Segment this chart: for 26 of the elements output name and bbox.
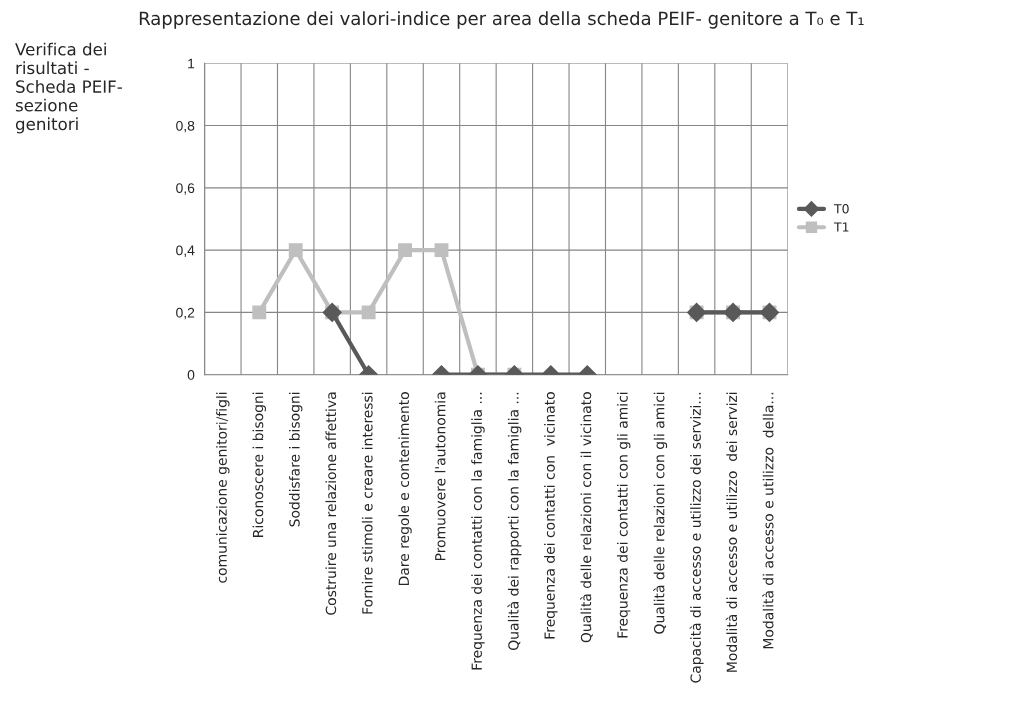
x-tick-label: Soddisfare i bisogni bbox=[288, 392, 303, 527]
x-tick-label: Modalità di accesso e utilizzo della... bbox=[762, 392, 774, 649]
legend-label: T0 bbox=[833, 203, 849, 214]
y-tick-label: 0,4 bbox=[176, 245, 195, 257]
x-tick-label: Promuovere l'autonomia bbox=[434, 392, 446, 561]
x-tick-label: Qualità delle relazioni con il vicinato bbox=[579, 392, 593, 643]
x-tick-label: Costruire una relazione affettiva bbox=[325, 392, 337, 615]
legend-label: T1 bbox=[833, 222, 849, 232]
x-tick-label: Qualità delle relazioni con gli amici bbox=[653, 392, 668, 634]
x-tick-label: Dare regole e contenimento bbox=[398, 392, 412, 586]
x-tick-label: Frequenza dei contatti con la famiglia ... bbox=[471, 392, 485, 670]
y-tick-label: 0 bbox=[187, 370, 195, 380]
y-tick-label: 0,2 bbox=[176, 307, 195, 320]
y-tick-label: 0,6 bbox=[176, 183, 195, 195]
x-tick-label: Capacità di accesso e utilizzo dei servizi... bbox=[689, 392, 704, 683]
x-tick-label: comunicazione genitori/figli bbox=[216, 392, 230, 583]
x-tick-label: Frequenza dei contatti con vicinato bbox=[544, 392, 558, 639]
y-tick-label: 0,8 bbox=[176, 120, 195, 133]
x-tick-label: Riconoscere i bisogni bbox=[252, 392, 266, 537]
y-tick-label: 1 bbox=[188, 58, 195, 69]
x-tick-label: Fornire stimoli e creare interessi bbox=[361, 392, 373, 614]
x-tick-label: Frequenza dei contatti con gli amici bbox=[616, 392, 631, 638]
x-tick-label: Modalità di accesso e utilizzo dei servizi bbox=[725, 392, 738, 672]
chart-title: Rappresentazione dei valori-indice per area della scheda PEIF- genitore a T₀ e T₁ bbox=[139, 11, 864, 29]
x-tick-label: Qualità dei rapporti con la famiglia ... bbox=[507, 392, 522, 650]
text: Verifica dei risultati - Scheda PEIF- sezione genitori bbox=[15, 42, 122, 134]
